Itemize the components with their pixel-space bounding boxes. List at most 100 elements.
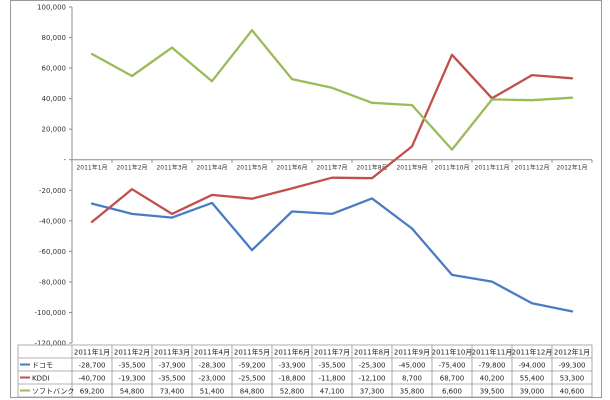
table-cell: 6,600 (442, 388, 462, 396)
data-point (131, 188, 133, 191)
data-point (211, 194, 213, 196)
table-cell: -94,000 (518, 362, 545, 370)
table-cell: 55,400 (520, 375, 545, 383)
data-point (371, 197, 373, 200)
data-point (211, 80, 213, 83)
table-cell: 52,800 (280, 388, 305, 396)
data-point (411, 227, 413, 230)
table-header-cell: 2011年3月 (154, 348, 190, 357)
x-tick-label: 2011年5月 (236, 164, 267, 172)
series-line (90, 29, 574, 151)
table-header-cell: 2011年5月 (234, 348, 270, 357)
x-tick-label: 2011年12月 (515, 164, 550, 172)
table-cell: -45,000 (398, 362, 425, 370)
data-point (291, 210, 293, 213)
x-tick-label: 2011年10月 (435, 164, 470, 172)
x-tick-label: 2011年1月 (76, 164, 107, 172)
legend-label: ソフトバンク (32, 388, 74, 396)
table-cell: -35,500 (118, 362, 145, 370)
table-header-cell: 2012年1月 (554, 348, 590, 357)
x-tick-label: 2011年7月 (316, 164, 347, 172)
table-cell: 69,200 (80, 388, 105, 396)
data-point (451, 274, 453, 276)
x-tick-label: 2011年9月 (396, 164, 427, 172)
table-header-cell: 2011年9月 (394, 348, 430, 357)
table-header-cell: 2011年6月 (274, 348, 310, 357)
table-cell: 68,700 (440, 375, 465, 383)
data-point (131, 213, 133, 215)
data-point (291, 78, 293, 80)
table-header-cell: 2011年8月 (354, 348, 390, 357)
table-cell: -99,300 (558, 362, 585, 370)
y-tick-label: 60,000 (42, 65, 67, 73)
legend-label: KDDI (32, 375, 49, 383)
table-cell: -18,800 (278, 375, 305, 383)
y-tick-label: -40,000 (39, 217, 66, 225)
table-cell: -19,300 (118, 375, 145, 383)
table-cell: 39,500 (480, 388, 505, 396)
x-tick-label: 2011年3月 (156, 164, 187, 172)
data-point (451, 148, 453, 151)
x-tick-label: 2011年8月 (356, 164, 387, 172)
data-point (371, 101, 373, 104)
table-header-cell: 2011年11月 (472, 348, 513, 357)
table-cell: -59,200 (238, 362, 265, 370)
table-cell: 40,200 (480, 375, 505, 383)
table-header-cell: 2011年1月 (74, 348, 110, 357)
data-point (371, 177, 373, 180)
table-cell: -35,500 (318, 362, 345, 370)
data-point (571, 310, 573, 313)
data-point (531, 302, 533, 305)
data-point (251, 29, 253, 32)
table-header-cell: 2011年10月 (432, 348, 473, 357)
table-cell: -35,500 (158, 375, 185, 383)
y-tick-label: -20,000 (39, 187, 66, 195)
data-point (91, 53, 93, 55)
data-point (411, 104, 413, 106)
table-cell: -28,300 (198, 362, 225, 370)
data-point (331, 86, 333, 89)
table-header-cell: 2011年4月 (194, 348, 230, 357)
data-point (171, 46, 173, 49)
x-tick-label: 2011年4月 (196, 164, 227, 172)
table-cell: -23,000 (198, 375, 225, 383)
y-tick-label: 100,000 (37, 4, 66, 12)
table-cell: -25,300 (358, 362, 385, 370)
data-point (451, 54, 453, 56)
table-cell: -40,700 (78, 375, 105, 383)
table-cell: -75,400 (438, 362, 465, 370)
y-tick-label: 80,000 (42, 34, 67, 42)
data-point (491, 280, 493, 283)
table-cell: 40,600 (560, 388, 585, 396)
data-point (131, 75, 133, 77)
data-point (571, 77, 573, 80)
x-tick-label: 2011年11月 (475, 164, 510, 172)
table-cell: -12,100 (358, 375, 385, 383)
table-cell: 35,800 (400, 388, 425, 396)
data-point (211, 202, 213, 204)
table-cell: 84,800 (240, 388, 265, 396)
y-tick-label: -80,000 (39, 278, 66, 286)
table-cell: -37,900 (158, 362, 185, 370)
data-point (331, 176, 333, 179)
x-tick-label: 2012年1月 (556, 164, 587, 172)
table-cell: -28,700 (78, 362, 105, 370)
data-point (571, 96, 573, 99)
data-point (91, 221, 93, 223)
table-cell: -33,900 (278, 362, 305, 370)
table-cell: -79,800 (478, 362, 505, 370)
table-cell: 54,800 (120, 388, 145, 396)
table-cell: 47,100 (320, 388, 345, 396)
legend-label: ドコモ (32, 362, 53, 370)
y-tick-label: -60,000 (39, 248, 66, 256)
data-point (291, 187, 293, 190)
chart-frame (10, 0, 602, 398)
series-line (90, 197, 574, 313)
table-cell: 53,300 (560, 375, 585, 383)
table-header-cell: 2011年2月 (114, 348, 150, 357)
table-header-cell: 2011年12月 (512, 348, 553, 357)
y-tick-label: 20,000 (42, 126, 67, 134)
table-cell: 73,400 (160, 388, 185, 396)
data-point (331, 213, 333, 215)
